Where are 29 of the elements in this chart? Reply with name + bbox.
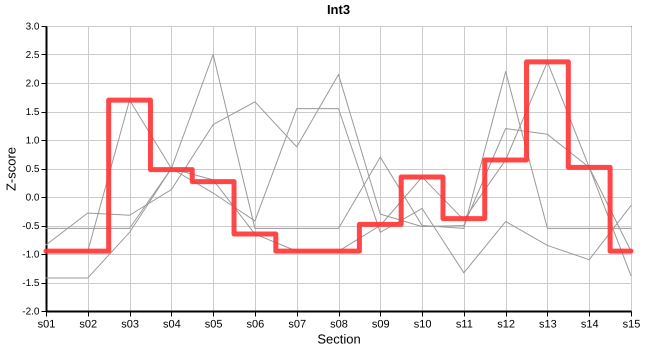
- y-tick-label: -1.0: [22, 250, 40, 260]
- x-tick-label: s14: [580, 318, 599, 330]
- x-tick-label: s13: [539, 318, 557, 330]
- y-tick-label: 0.0: [26, 192, 40, 204]
- x-tick-label: s04: [162, 318, 181, 330]
- y-tick-label: -0.5: [22, 221, 40, 232]
- x-tick-label: s12: [497, 318, 516, 330]
- x-tick-label: s06: [246, 318, 264, 330]
- x-tick-label: s02: [79, 318, 98, 330]
- x-tick-label: s07: [288, 318, 306, 330]
- y-tick-label: 2.5: [26, 50, 40, 61]
- y-tick-label: -2.0: [22, 306, 40, 318]
- y-tick-label: 2.0: [26, 78, 40, 90]
- x-tick-label: s01: [38, 318, 56, 330]
- x-tick-label: s09: [372, 318, 390, 330]
- y-axis-title: Z-score: [3, 146, 18, 192]
- chart-title: Int3: [326, 2, 350, 17]
- y-tick-label: 0.5: [26, 164, 40, 175]
- x-tick-label: s10: [414, 318, 432, 330]
- y-tick-label: 3.0: [26, 22, 40, 32]
- x-tick-label: s08: [330, 318, 348, 330]
- x-axis-title: Section: [317, 332, 361, 346]
- x-tick-label: s05: [204, 318, 223, 330]
- x-tick-label: s11: [456, 318, 473, 330]
- y-tick-label: 1.0: [26, 136, 40, 146]
- x-tick-label: s03: [121, 318, 139, 330]
- y-tick-label: -1.5: [22, 278, 40, 289]
- y-tick-label: 1.5: [26, 107, 40, 118]
- x-tick-label: s15: [622, 318, 640, 330]
